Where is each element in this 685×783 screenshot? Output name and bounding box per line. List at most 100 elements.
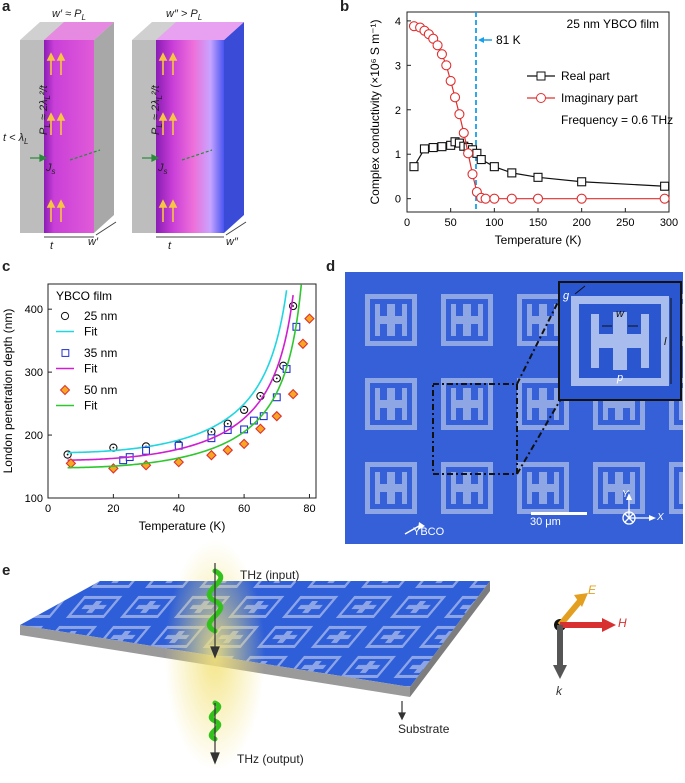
chart-c-penetration-depth: 0 20 40 60 80 100 200 300 400 Temperature (K) Lond… xyxy=(1,283,317,533)
chart-c-xtick-label: 80 xyxy=(303,503,315,515)
chart-b-point-imag xyxy=(449,92,461,103)
chart-c-point-50nm xyxy=(287,388,299,400)
chart-c-fit-50 xyxy=(67,284,303,469)
chart-c-xtick-label: 20 xyxy=(107,503,119,515)
panel-d-inset-w: w xyxy=(616,308,624,320)
chart-c-ytick-label: 300 xyxy=(25,367,43,379)
chart-b-point-imag xyxy=(458,127,469,138)
chart-b-point-imag xyxy=(576,193,587,204)
chart-c-point-25nm-dot xyxy=(210,431,213,433)
panel-label-d: d xyxy=(326,258,336,275)
chart-c-point-50nm xyxy=(206,449,217,461)
panel-e-field-k: k xyxy=(556,684,562,698)
chart-b-point-imag xyxy=(506,193,517,204)
chart-b-point-imag xyxy=(489,193,500,204)
chart-b-legend-label-0: Real part xyxy=(561,69,610,83)
chart-b-ylabel: Complex conductivity (×10⁶ S m⁻¹) xyxy=(368,19,382,204)
chart-b-point-real xyxy=(476,155,486,165)
chart-c-ytick-label: 200 xyxy=(25,430,43,442)
panel-a-t-lambda: t < λL xyxy=(3,132,29,147)
chart-c-xtick-label: 0 xyxy=(45,503,51,515)
panel-e-illustration xyxy=(20,540,616,770)
chart-b-point-imag xyxy=(432,40,443,51)
chart-b-annotation: 81 K xyxy=(496,33,521,47)
panel-a-left-title: w′ ≈ PL xyxy=(52,8,86,23)
panel-a-right-w: w″ xyxy=(226,236,238,248)
chart-b-frame xyxy=(406,11,670,213)
chart-b-ytick-label: 2 xyxy=(395,105,401,117)
chart-b-xtick-label: 0 xyxy=(404,217,410,229)
chart-b-ytick-label: 4 xyxy=(395,16,401,28)
chart-b-point-real xyxy=(409,162,419,172)
chart-c-point-25nm-dot xyxy=(259,395,262,397)
chart-b-ytick-label: 3 xyxy=(395,60,401,72)
chart-b-xtick-label: 300 xyxy=(660,217,678,229)
chart-c-ytick-label: 400 xyxy=(25,304,43,316)
chart-b-title: 25 nm YBCO film xyxy=(567,17,659,31)
panel-e-substrate: Substrate xyxy=(398,722,450,736)
chart-b-ytick-label: 1 xyxy=(395,149,401,161)
panel-e-field-h: H xyxy=(618,616,627,630)
panel-a-right-formula: PL ≈ 2λL²/t xyxy=(150,85,165,135)
chart-b-ytick-label: 0 xyxy=(395,194,401,206)
chart-c-point-25nm-dot xyxy=(243,408,245,411)
panel-d-material-label: YBCO xyxy=(413,526,445,538)
chart-b-point-imag xyxy=(532,193,544,204)
chart-c-legend-label-5: Fit xyxy=(84,399,98,413)
chart-c-point-35nm xyxy=(142,446,150,455)
chart-b-point-real xyxy=(660,181,670,191)
panel-d-axis-x: X xyxy=(657,512,664,523)
chart-b-point-imag xyxy=(454,109,465,120)
chart-c-ytick-label: 100 xyxy=(25,493,43,505)
panel-a-left-formula: PL ≈ 2λL²/t xyxy=(38,85,53,135)
chart-c-ylabel: London penetration depth (nm) xyxy=(1,309,15,474)
chart-b-point-imag xyxy=(659,193,670,204)
chart-b-legend-label-1: Imaginary part xyxy=(561,91,638,105)
panel-a-left-js: Js xyxy=(46,162,56,177)
chart-b-point-real xyxy=(533,172,543,182)
chart-b-legend-marker-real xyxy=(536,71,546,81)
panel-label-b: b xyxy=(340,0,350,15)
panel-d-inset-g: g xyxy=(563,290,570,302)
chart-b-point-imag xyxy=(445,75,456,86)
panel-e-field-e: E xyxy=(588,583,597,597)
chart-c-xtick-label: 60 xyxy=(238,503,250,515)
panel-d-inset-p: p xyxy=(617,372,624,384)
panel-e-thz-input: THz (input) xyxy=(240,568,300,582)
chart-c-point-50nm xyxy=(238,438,250,450)
chart-b-legend-marker-imag xyxy=(536,93,546,103)
chart-c-fit-35 xyxy=(67,294,294,461)
chart-b-tc-arrowhead xyxy=(477,37,484,43)
chart-b-xtick-label: 50 xyxy=(445,217,457,229)
chart-b-xtick-label: 200 xyxy=(572,217,590,229)
chart-b-conductivity: 0 50 100 150 200 250 300 0 1 2 3 4 Temperature (K) Co… xyxy=(368,11,678,247)
chart-c-point-25nm-dot xyxy=(275,377,278,380)
chart-c-legend-marker-35nm xyxy=(61,349,70,357)
chart-c-point-25nm-dot xyxy=(226,422,229,425)
chart-c-point-25nm-dot xyxy=(292,305,295,307)
chart-c-xlabel: Temperature (K) xyxy=(139,519,226,533)
chart-c-point-50nm xyxy=(173,456,185,468)
chart-c-xtick-label: 40 xyxy=(173,503,185,515)
panel-d-axis-y: Y xyxy=(622,489,629,500)
chart-b-xtick-label: 250 xyxy=(616,217,634,229)
chart-c-legend-label-1: Fit xyxy=(84,325,98,339)
panel-a-right-js: Js xyxy=(158,162,168,177)
panel-a-right-title: w″ > PL xyxy=(166,8,203,23)
chart-b-point-imag xyxy=(463,148,474,159)
chart-b-xtick-label: 100 xyxy=(485,217,503,229)
chart-c-legend-label-3: Fit xyxy=(84,362,98,376)
panel-a-left-t: t xyxy=(50,240,54,252)
chart-b-point-imag xyxy=(480,193,491,204)
panel-d-scalebar-label: 30 μm xyxy=(530,516,561,528)
panel-label-a: a xyxy=(2,0,11,15)
chart-c-point-50nm xyxy=(297,338,309,350)
chart-c-legend-label-0: 25 nm xyxy=(84,309,117,323)
panel-a-left-w: w′ xyxy=(88,236,99,248)
panel-d-micrograph xyxy=(345,272,683,544)
chart-b-point-real xyxy=(419,144,430,154)
chart-c-legend-marker-50nm xyxy=(59,384,71,396)
chart-c-legend-label-4: 50 nm xyxy=(84,383,117,397)
panel-d-inset-l: l xyxy=(664,336,667,348)
chart-c-legend-label-2: 35 nm xyxy=(84,346,117,360)
